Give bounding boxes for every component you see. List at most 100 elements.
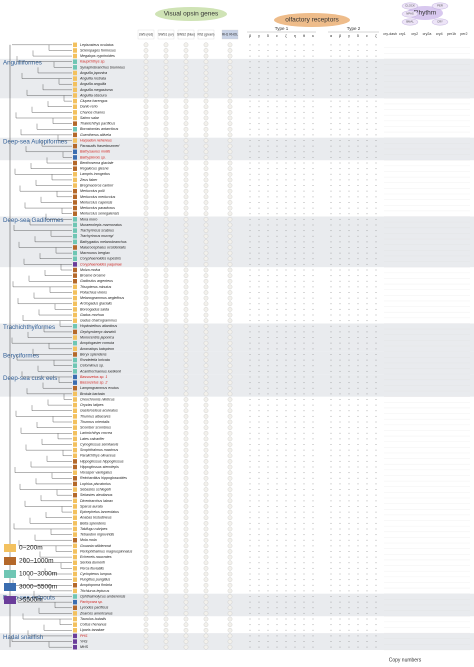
opsin-cell — [227, 42, 233, 48]
olfactory-cell — [339, 168, 341, 170]
olfactory-cell — [330, 123, 332, 125]
opsin-cell — [163, 436, 169, 442]
species-name: Bassozetus sp. 2 — [80, 381, 107, 385]
opsin-cell — [227, 48, 233, 53]
opsin-cell — [203, 408, 209, 414]
olfactory-cell — [330, 151, 332, 153]
opsin-cell — [227, 549, 233, 554]
olfactory-cell — [258, 258, 260, 260]
depth-swatch — [73, 307, 77, 312]
olfactory-cell — [339, 382, 341, 384]
olfactory-cell — [348, 432, 350, 434]
depth-swatch — [73, 121, 77, 126]
olfactory-cell — [267, 337, 269, 339]
opsin-cell — [227, 509, 233, 515]
opsin-cell — [163, 324, 169, 329]
opsin-cell — [143, 126, 149, 132]
olfactory-cell — [375, 246, 377, 248]
opsin-cell — [227, 363, 233, 368]
olfactory-cell — [357, 517, 359, 519]
olfactory-cell — [339, 365, 341, 367]
opsin-cell — [183, 324, 189, 329]
species-name: Anguilla anguilla — [79, 82, 106, 86]
olfactory-cell — [330, 156, 332, 158]
olfactory-cell — [330, 235, 332, 237]
opsin-cell — [163, 363, 169, 368]
olfactory-cell — [366, 607, 368, 609]
olfactory-cell — [366, 590, 368, 592]
opsin-cell — [183, 397, 189, 402]
depth-swatch — [73, 526, 77, 532]
rhythm-col-label: cry1 — [399, 32, 406, 36]
olfactory-cell — [303, 517, 305, 519]
legend-swatch — [4, 570, 16, 578]
olfactory-cell — [303, 398, 305, 400]
olfactory-cell — [375, 213, 377, 215]
opsin-cell — [143, 644, 149, 650]
olfactory-cell — [258, 596, 260, 598]
olfactory-cell — [330, 494, 332, 496]
opsin-cell — [183, 582, 189, 588]
olfactory-cell — [294, 596, 296, 598]
olfactory-cell — [294, 629, 296, 631]
olfactory-cell — [285, 196, 287, 198]
opsin-cell — [227, 183, 233, 188]
olfactory-cell — [348, 370, 350, 372]
opsin-cell — [163, 65, 169, 70]
olfactory-cell — [303, 365, 305, 367]
depth-swatch — [73, 622, 77, 627]
olfactory-cell — [276, 534, 278, 536]
opsin-cell — [143, 98, 149, 104]
olfactory-cell — [312, 162, 314, 164]
opsin-cell — [143, 48, 149, 53]
olfactory-cell — [375, 601, 377, 603]
olfactory-cell — [312, 224, 314, 226]
olfactory-cell — [303, 556, 305, 558]
olfactory-cell — [366, 376, 368, 378]
olfactory-cell — [249, 83, 251, 85]
olfactory-cell — [357, 421, 359, 423]
opsin-cell — [227, 430, 233, 436]
species-name: Cetomimus sp. — [80, 364, 104, 368]
olfactory-cell — [339, 78, 341, 80]
opsin-cell — [143, 594, 149, 599]
opsin-cell — [203, 155, 209, 160]
opsin-cell — [143, 177, 149, 183]
olfactory-cell — [375, 218, 377, 220]
olfactory-cell — [285, 162, 287, 164]
depth-swatch — [73, 447, 77, 453]
olfactory-cell — [330, 427, 332, 429]
olfactory-cell — [294, 567, 296, 569]
olfactory-cell — [366, 584, 368, 586]
olfactory-cell — [258, 505, 260, 507]
olfactory-cell — [285, 173, 287, 175]
olfactory-cell — [348, 106, 350, 108]
olfactory-cell — [276, 511, 278, 513]
opsin-cell — [203, 138, 209, 143]
opsin-cell — [227, 611, 233, 616]
olfactory-cell — [285, 185, 287, 187]
clade-band — [0, 323, 474, 352]
olfactory-cell — [330, 78, 332, 80]
olfactory-cell — [294, 393, 296, 395]
olfactory-cell — [285, 517, 287, 519]
type1-label: Type 1 — [275, 26, 289, 31]
species-name: Beryx splendens — [80, 352, 107, 356]
olfactory-cell — [303, 61, 305, 63]
olfactory-cell — [357, 398, 359, 400]
species-name: Chanos chanos — [80, 110, 105, 114]
opsin-cell — [183, 48, 189, 53]
olfactory-cell — [276, 337, 278, 339]
olfactory-cell — [348, 151, 350, 153]
rhythm-gene-label: BMAL — [406, 20, 414, 24]
olfactory-cell — [366, 601, 368, 603]
olfactory-cell — [366, 145, 368, 147]
opsin-cell — [163, 346, 169, 352]
depth-swatch — [73, 245, 77, 250]
olfactory-cell — [303, 94, 305, 96]
olfactory-cell — [276, 44, 278, 46]
olfactory-cell — [330, 111, 332, 113]
opsin-cell — [143, 65, 149, 70]
olfactory-cell — [366, 629, 368, 631]
olfactory-cell — [303, 505, 305, 507]
